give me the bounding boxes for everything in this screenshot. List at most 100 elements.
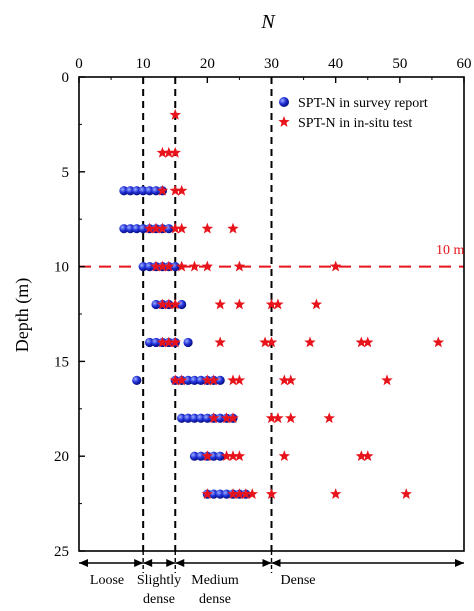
arrow-head [455, 559, 464, 567]
survey-point [138, 224, 148, 234]
insitu-point [175, 260, 188, 272]
insitu-point [227, 412, 239, 424]
insitu-point [304, 336, 316, 348]
survey-point [221, 489, 232, 499]
insitu-point [169, 336, 181, 348]
insitu-point [169, 108, 181, 120]
survey-point [119, 224, 129, 234]
insitu-point [233, 260, 246, 272]
insitu-point [329, 488, 342, 499]
insitu-point [150, 260, 162, 272]
survey-point [209, 489, 219, 499]
insitu-point [201, 488, 214, 499]
x-tick-label: 10 [136, 56, 151, 72]
arrow-head [134, 559, 144, 567]
insitu-point [227, 450, 239, 462]
y-tick-label: 0 [62, 70, 70, 86]
insitu-point [156, 184, 169, 196]
insitu-point [227, 488, 239, 499]
boundary-lines [79, 77, 464, 551]
legend-insitu-label: SPT-N in in-situ test [298, 116, 412, 131]
survey-point [196, 375, 206, 385]
insitu-point [169, 184, 181, 196]
insitu-point [265, 336, 278, 348]
survey-point [183, 413, 193, 423]
y-tick-label: 5 [62, 165, 70, 181]
legend-survey-marker [279, 97, 289, 107]
survey-point [215, 375, 225, 385]
survey-point [183, 337, 193, 348]
survey-point [151, 299, 161, 310]
insitu-point [227, 374, 239, 386]
survey-point [144, 337, 155, 348]
category-dense-label: Dense [281, 573, 316, 588]
insitu-point [163, 336, 175, 348]
insitu-point [278, 374, 291, 386]
insitu-point [233, 298, 246, 310]
insitu-point [233, 374, 246, 386]
survey-point [202, 413, 212, 423]
x-tick-label: 30 [264, 56, 279, 72]
insitu-point [169, 374, 181, 386]
insitu-point [175, 184, 188, 196]
insitu-point [163, 146, 175, 158]
survey-point [189, 413, 200, 423]
insitu-point [156, 298, 169, 310]
legend-insitu-marker [278, 116, 290, 127]
insitu-point [285, 412, 297, 424]
survey-point [209, 451, 219, 461]
insitu-point [227, 222, 239, 234]
category-medium-label-1: Medium [191, 573, 239, 588]
insitu-point [208, 374, 220, 386]
insitu-point [362, 450, 374, 462]
insitu-point [201, 260, 214, 272]
insitu-point [240, 488, 252, 499]
insitu-point [355, 336, 368, 348]
survey-point [138, 186, 148, 196]
category-medium-label-2: dense [199, 592, 231, 607]
y-axis-title: Depth (m) [12, 278, 33, 352]
arrow-head [262, 559, 272, 567]
insitu-point [156, 260, 169, 272]
survey-point [177, 413, 187, 423]
survey-point [125, 186, 135, 196]
survey-point [144, 186, 155, 196]
insitu-point [323, 412, 335, 424]
survey-point [151, 186, 161, 196]
x-tick-label: 0 [75, 56, 83, 72]
insitu-point [156, 146, 169, 158]
insitu-point [278, 450, 291, 462]
y-tick-label: 25 [54, 544, 69, 560]
insitu-point [400, 488, 412, 499]
survey-point [196, 413, 206, 423]
insitu-point [272, 412, 284, 424]
x-axis-title: N [260, 11, 276, 33]
insitu-point [233, 450, 246, 462]
survey-point [189, 375, 200, 385]
survey-point [119, 186, 129, 196]
insitu-point [156, 336, 169, 348]
insitu-point [201, 222, 214, 234]
insitu-point [156, 222, 169, 234]
survey-point [151, 337, 161, 348]
insitu-point [163, 260, 175, 272]
insitu-point [163, 298, 175, 310]
survey-point [132, 224, 142, 234]
insitu-point [188, 260, 201, 272]
survey-point [183, 375, 193, 385]
category-slightly-label-2: dense [143, 592, 175, 607]
survey-point [177, 299, 187, 310]
insitu-point [265, 298, 278, 310]
insitu-point [272, 298, 284, 310]
survey-point [170, 262, 180, 272]
insitu-point [233, 488, 246, 499]
survey-point [138, 262, 148, 272]
insitu-point [169, 146, 181, 158]
y-tick-label: 10 [54, 260, 69, 276]
x-tick-label: 40 [328, 56, 343, 72]
legend: SPT-N in survey report SPT-N in in-situ … [278, 96, 428, 131]
insitu-point [362, 336, 374, 348]
insitu-point [201, 450, 214, 462]
insitu-point [220, 412, 233, 424]
